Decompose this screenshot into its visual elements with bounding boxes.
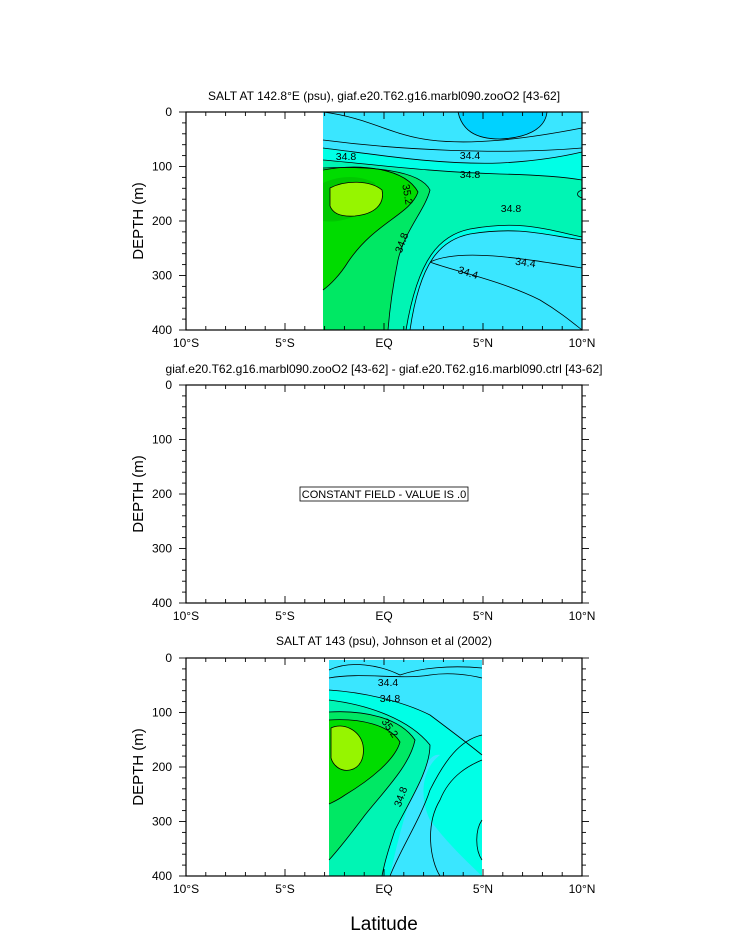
- contour-label: 34.8: [501, 203, 522, 215]
- panel1-axes: 10°S 5°S EQ 5°N 10°N 0 100 200 300 400 DEPTH (m): [130, 105, 595, 350]
- y-tick-label: 400: [152, 869, 172, 883]
- panel-model-salinity: SALT AT 142.8°E (psu), giaf.e20.T62.g16.…: [130, 89, 595, 350]
- y-tick-label: 300: [152, 542, 172, 556]
- contour-line: [330, 725, 364, 771]
- constant-field-annotation: CONSTANT FIELD - VALUE IS .0: [302, 489, 466, 501]
- y-tick-label: 200: [152, 487, 172, 501]
- contour-line: [322, 111, 583, 143]
- contour-line: [322, 147, 583, 164]
- x-tick-label: 5°S: [275, 609, 294, 623]
- y-tick-label: 400: [152, 596, 172, 610]
- constant-field-box: [299, 486, 469, 502]
- y-tick-label: 0: [165, 105, 172, 119]
- contour-line: [322, 139, 583, 152]
- y-tick-label: 100: [152, 433, 172, 447]
- contour-line: [328, 699, 431, 877]
- contour-line: [430, 759, 483, 877]
- contour-label: 35.2: [399, 183, 414, 205]
- y-tick-label: 0: [165, 378, 172, 392]
- x-tick-label: 5°S: [275, 882, 294, 896]
- contour-line: [328, 719, 401, 805]
- contour-label: 34.8: [336, 151, 357, 163]
- panel3-axes: 10°S 5°S EQ 5°N 10°N 0 100 200 300 400 DEPTH (m): [130, 651, 595, 896]
- panel2-axes: 10°S 5°S EQ 5°N 10°N 0 100 200 300 400 DEPTH (m): [130, 378, 595, 623]
- y-axis-title: DEPTH (m): [130, 455, 147, 533]
- contour-line: [429, 261, 583, 331]
- x-tick-label: EQ: [375, 336, 392, 350]
- contour-line: [429, 254, 583, 269]
- contour-line: [476, 819, 483, 861]
- x-tick-label: 5°N: [473, 336, 493, 350]
- contour-label: 34.8: [460, 169, 481, 181]
- panel3-title: SALT AT 143 (psu), Johnson et al (2002): [276, 634, 492, 648]
- contour-line: [577, 189, 583, 199]
- contour-line: [328, 664, 483, 676]
- panel1-contour-labels: 34.8 34.4 34.8 35.2 34.8 34.8 34.4 34.4: [336, 150, 537, 282]
- x-tick-label: 10°S: [173, 336, 199, 350]
- fill-level-min: [458, 112, 547, 139]
- contour-label: 34.4: [514, 256, 536, 271]
- y-axis-title: DEPTH (m): [130, 182, 147, 260]
- y-tick-label: 200: [152, 760, 172, 774]
- contour-line: [329, 181, 383, 217]
- x-tick-label: 10°N: [569, 336, 596, 350]
- y-tick-label: 400: [152, 323, 172, 337]
- x-axis-title: Latitude: [350, 914, 418, 935]
- y-tick-label: 0: [165, 651, 172, 665]
- fill-band-highest: [331, 725, 364, 771]
- panel1-title: SALT AT 142.8°E (psu), giaf.e20.T62.g16.…: [208, 89, 560, 103]
- contour-line: [322, 166, 419, 291]
- panel-observed-salinity: SALT AT 143 (psu), Johnson et al (2002) …: [130, 634, 595, 896]
- x-tick-label: 5°N: [473, 609, 493, 623]
- contour-line: [328, 689, 483, 756]
- contour-label: 34.4: [460, 150, 481, 162]
- y-tick-label: 300: [152, 815, 172, 829]
- panel3-contours: [328, 664, 483, 877]
- contour-line: [322, 159, 583, 181]
- x-tick-label: 5°N: [473, 882, 493, 896]
- y-tick-label: 100: [152, 160, 172, 174]
- x-tick-label: 10°S: [173, 882, 199, 896]
- contour-line: [328, 711, 416, 861]
- x-tick-label: EQ: [375, 882, 392, 896]
- contour-line: [409, 230, 583, 331]
- x-tick-label: 10°N: [569, 882, 596, 896]
- panel1-contours: [322, 111, 583, 331]
- y-axis-title: DEPTH (m): [130, 728, 147, 806]
- panel-difference: giaf.e20.T62.g16.marbl090.zooO2 [43-62] …: [130, 362, 602, 623]
- y-tick-label: 300: [152, 269, 172, 283]
- contour-line: [328, 673, 483, 679]
- x-tick-label: 10°N: [569, 609, 596, 623]
- fill-band-highest: [330, 182, 383, 217]
- contour-label: 34.4: [378, 677, 399, 689]
- x-tick-label: 5°S: [275, 336, 294, 350]
- x-tick-label: 10°S: [173, 609, 199, 623]
- y-tick-label: 200: [152, 214, 172, 228]
- contour-label: 34.8: [380, 693, 401, 705]
- contour-line: [389, 734, 483, 877]
- x-tick-label: EQ: [375, 609, 392, 623]
- y-tick-label: 100: [152, 706, 172, 720]
- contour-line: [457, 111, 548, 140]
- panel2-title: giaf.e20.T62.g16.marbl090.zooO2 [43-62] …: [166, 362, 603, 376]
- contour-line: [405, 224, 583, 331]
